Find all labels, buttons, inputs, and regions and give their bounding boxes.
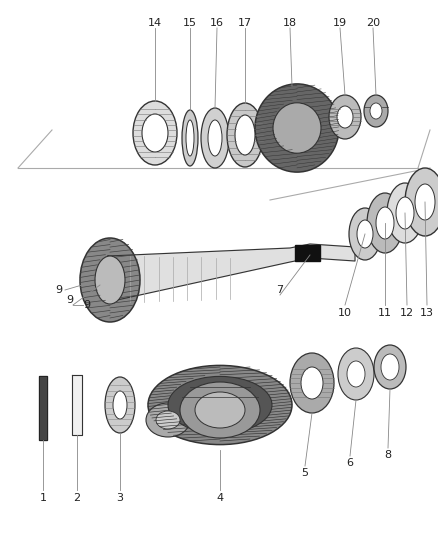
- Ellipse shape: [396, 197, 414, 229]
- Ellipse shape: [105, 377, 135, 433]
- Text: 5: 5: [301, 468, 308, 478]
- Ellipse shape: [227, 103, 263, 167]
- Ellipse shape: [415, 184, 435, 220]
- Ellipse shape: [235, 115, 255, 155]
- Text: 17: 17: [238, 18, 252, 28]
- Ellipse shape: [329, 95, 361, 139]
- Text: 1: 1: [39, 493, 46, 503]
- Text: 12: 12: [400, 308, 414, 318]
- Text: 9: 9: [83, 300, 90, 310]
- Ellipse shape: [146, 403, 190, 437]
- Text: 4: 4: [216, 493, 223, 503]
- Text: 10: 10: [338, 308, 352, 318]
- Text: 18: 18: [283, 18, 297, 28]
- Polygon shape: [295, 245, 320, 261]
- Ellipse shape: [337, 106, 353, 128]
- Text: 9: 9: [55, 285, 62, 295]
- Ellipse shape: [349, 208, 381, 260]
- Ellipse shape: [182, 110, 198, 166]
- Ellipse shape: [195, 392, 245, 428]
- Text: 20: 20: [366, 18, 380, 28]
- Text: 3: 3: [117, 493, 124, 503]
- Ellipse shape: [338, 348, 374, 400]
- Text: 9: 9: [66, 295, 73, 305]
- Text: 2: 2: [74, 493, 81, 503]
- Ellipse shape: [255, 84, 339, 172]
- Ellipse shape: [367, 193, 403, 253]
- Text: 7: 7: [276, 285, 283, 295]
- Ellipse shape: [370, 103, 382, 119]
- Ellipse shape: [273, 103, 321, 153]
- Ellipse shape: [95, 256, 125, 304]
- Polygon shape: [72, 375, 82, 435]
- Polygon shape: [39, 376, 47, 440]
- Ellipse shape: [357, 220, 373, 248]
- Text: 11: 11: [378, 308, 392, 318]
- Ellipse shape: [387, 183, 423, 243]
- Ellipse shape: [208, 120, 222, 156]
- Ellipse shape: [405, 168, 438, 236]
- Ellipse shape: [376, 207, 394, 239]
- Ellipse shape: [381, 354, 399, 380]
- Ellipse shape: [290, 353, 334, 413]
- Ellipse shape: [113, 391, 127, 419]
- Text: 15: 15: [183, 18, 197, 28]
- Ellipse shape: [201, 108, 229, 168]
- Ellipse shape: [186, 120, 194, 156]
- Ellipse shape: [156, 411, 180, 429]
- Ellipse shape: [168, 376, 272, 434]
- Ellipse shape: [364, 95, 388, 127]
- Text: 6: 6: [346, 458, 353, 468]
- Ellipse shape: [80, 238, 140, 322]
- Text: 19: 19: [333, 18, 347, 28]
- Polygon shape: [108, 244, 355, 302]
- Ellipse shape: [374, 345, 406, 389]
- Ellipse shape: [133, 101, 177, 165]
- Text: 8: 8: [385, 450, 392, 460]
- Ellipse shape: [142, 114, 168, 152]
- Text: 16: 16: [210, 18, 224, 28]
- Ellipse shape: [347, 361, 365, 387]
- Ellipse shape: [301, 367, 323, 399]
- Text: 13: 13: [420, 308, 434, 318]
- Ellipse shape: [148, 366, 292, 445]
- Text: 14: 14: [148, 18, 162, 28]
- Ellipse shape: [180, 382, 260, 438]
